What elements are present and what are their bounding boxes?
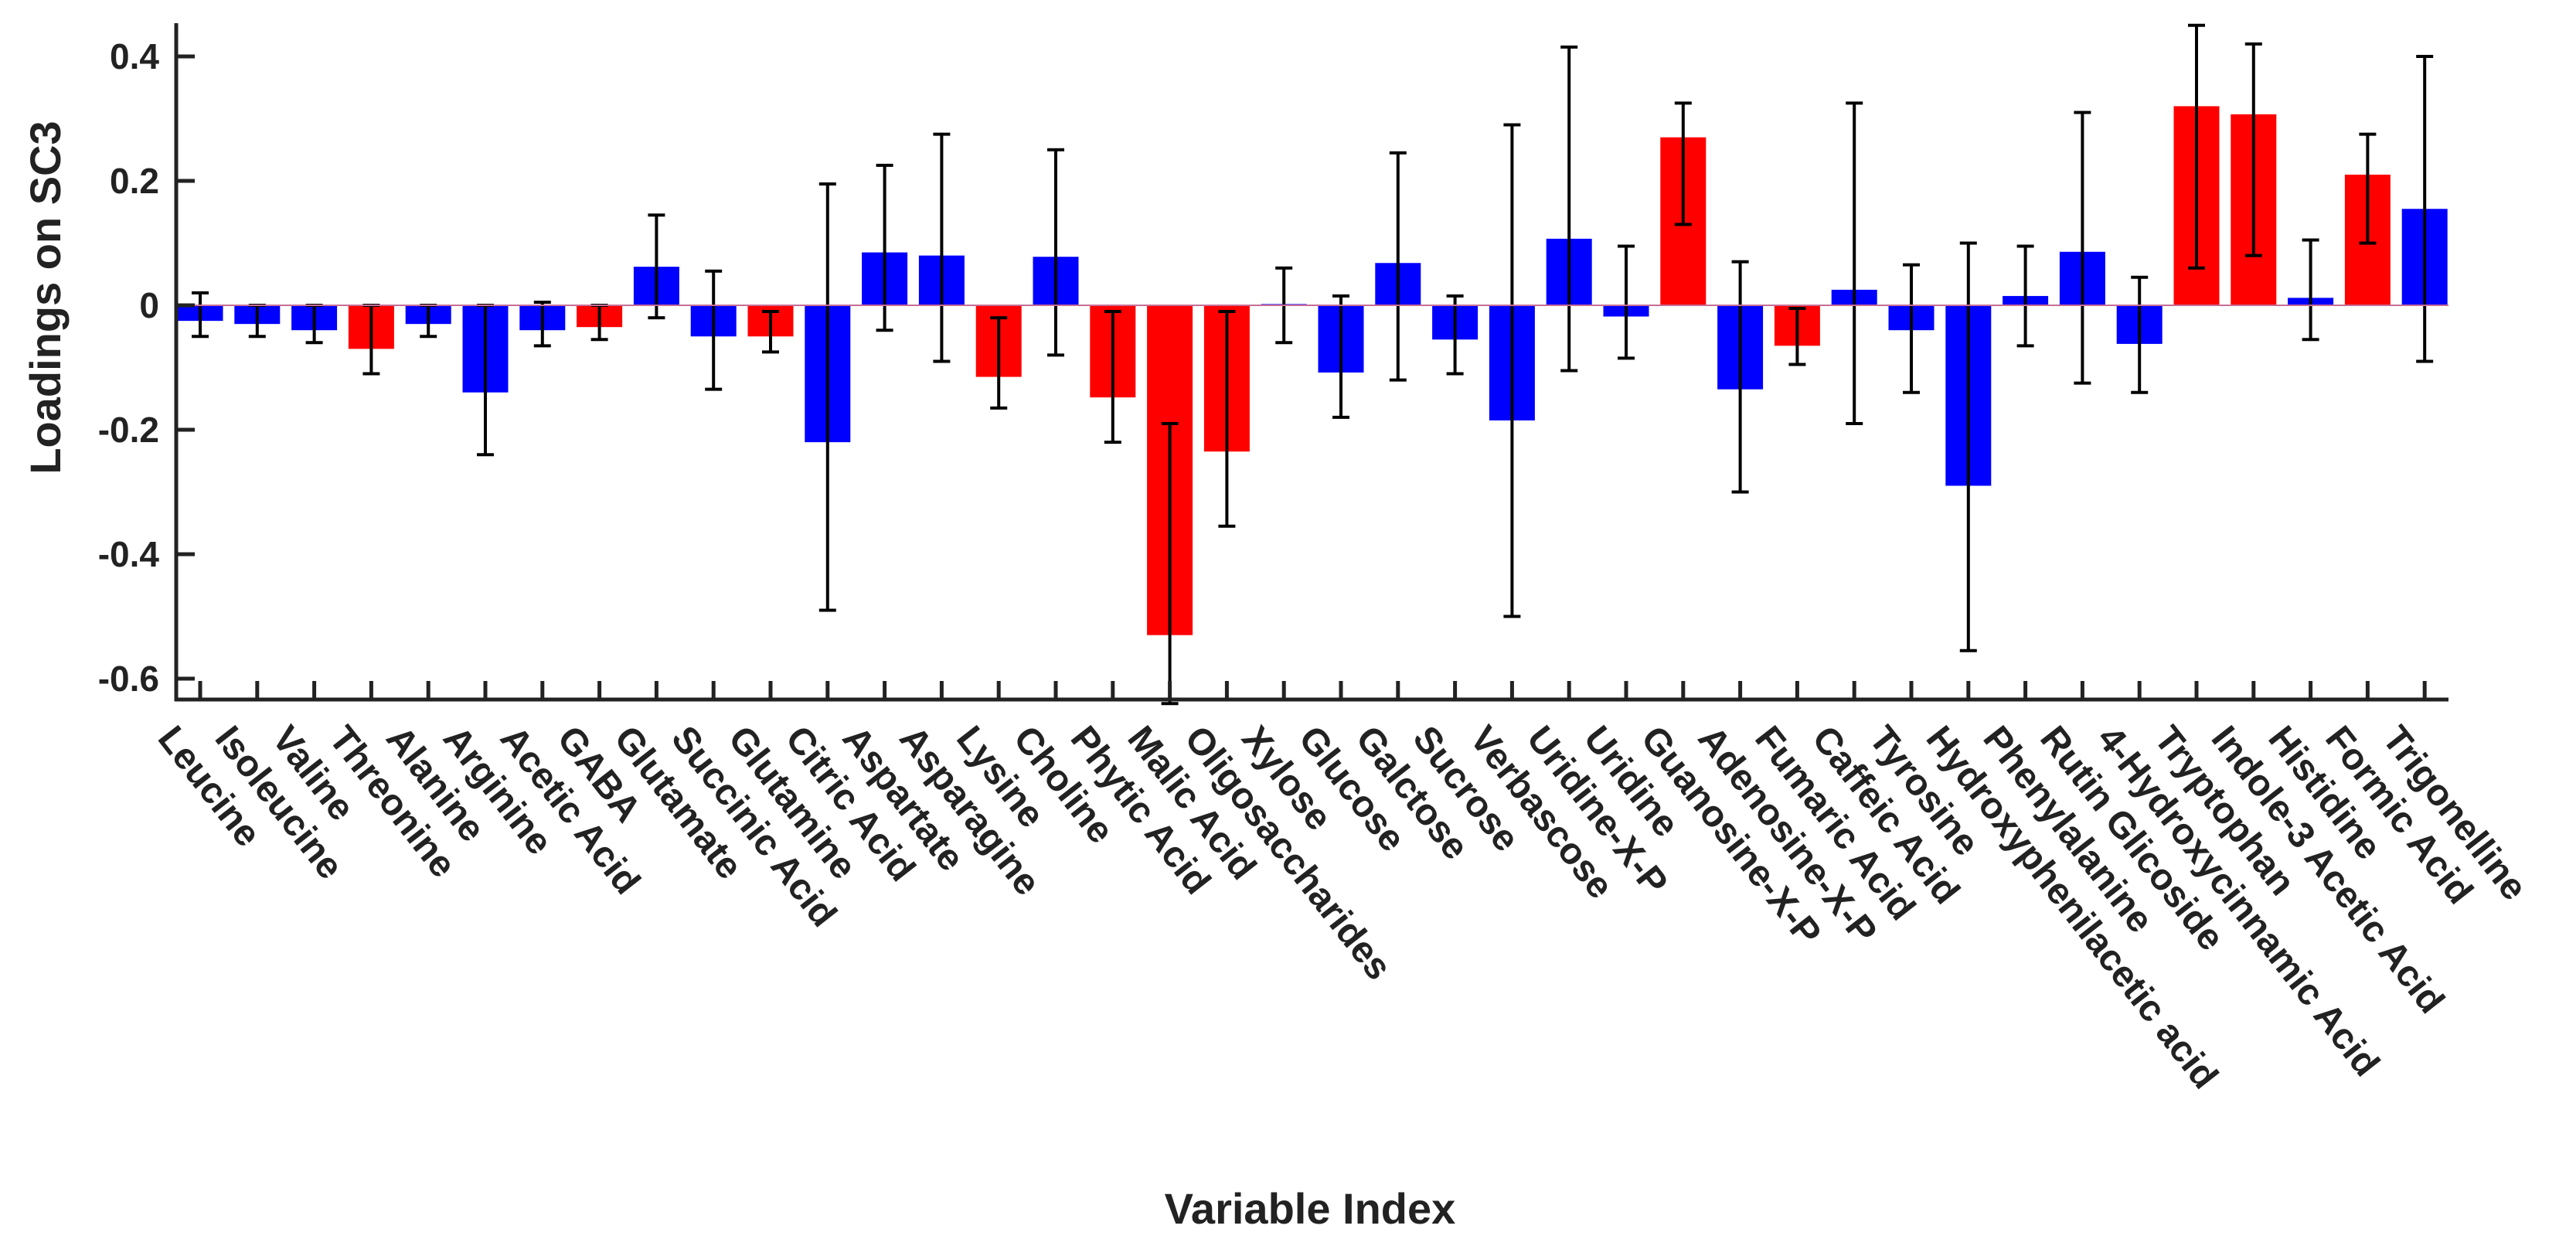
error-bar [2359,132,2377,245]
error-bar [533,300,551,348]
error-bar [648,213,665,320]
error-bar [1846,101,1863,425]
error-bar [192,291,209,339]
error-bar [1218,310,1236,528]
error-bar [1332,294,1349,419]
error-bar [2416,55,2434,363]
error-bar [2302,238,2319,342]
x-axis-title: Variable Index [1165,1184,1456,1233]
error-bar [990,316,1008,410]
error-bar [1389,151,1407,382]
y-tick-label: 0 [139,285,159,325]
error-bar [1903,263,1920,394]
error-bar [705,269,723,391]
error-bar [818,182,836,612]
error-bar [933,132,951,363]
error-bar [1503,123,1521,618]
error-bars-layer [192,23,2434,706]
error-bar [2016,244,2034,348]
error-bar [2188,23,2205,270]
bars-layer [177,106,2448,635]
y-tick-label: -0.4 [98,534,160,574]
y-tick-label: 0.2 [110,161,159,201]
y-tick-label: -0.6 [98,659,159,699]
error-bar [762,310,779,354]
error-bar [2131,275,2149,394]
y-axis-title: Loadings on SC3 [21,121,70,474]
y-tick-label: 0.4 [110,36,159,77]
y-tick-label: -0.2 [98,410,159,450]
error-bar [1731,260,1749,494]
axes-layer [174,23,2448,702]
error-bar [1446,294,1464,376]
error-bar [876,163,893,332]
error-bar [2244,42,2262,257]
error-bar [2074,111,2091,385]
error-bar [1618,244,1635,360]
error-bar [1788,307,1806,366]
y-ticks-layer: 0.4 0.2 0 -0.2 -0.4 -0.6 [98,36,195,699]
error-bar [1161,421,1179,706]
error-bar [1674,101,1692,226]
error-bar [1104,310,1121,444]
error-bar [1047,148,1064,357]
error-bar [1560,45,1578,373]
error-bar [1959,241,1977,652]
x-ticks-layer: LeucineIsoleucineValineThreonineAlanineA… [150,681,2535,1097]
